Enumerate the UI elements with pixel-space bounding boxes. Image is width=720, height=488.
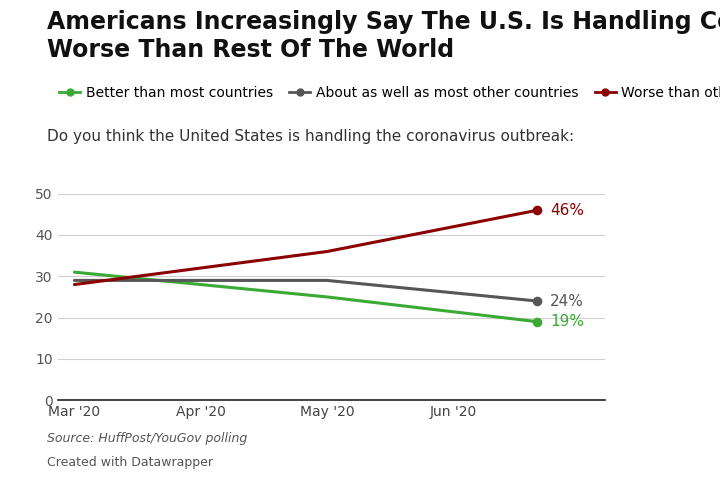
Point (531, 206, 543, 214)
Text: Americans Increasingly Say The U.S. Is Handling Coronavirus
Worse Than Rest Of T: Americans Increasingly Say The U.S. Is H… (47, 10, 720, 61)
Text: Source: HuffPost/YouGov polling: Source: HuffPost/YouGov polling (47, 432, 247, 445)
Text: 19%: 19% (550, 314, 584, 329)
Text: Created with Datawrapper: Created with Datawrapper (47, 456, 213, 469)
Point (531, 297, 543, 305)
Text: 24%: 24% (550, 294, 584, 308)
Legend: Better than most countries, About as well as most other countries, Worse than ot: Better than most countries, About as wel… (53, 81, 720, 106)
Text: Do you think the United States is handling the coronavirus outbreak:: Do you think the United States is handli… (47, 129, 574, 144)
Text: 46%: 46% (550, 203, 584, 218)
Point (531, 318, 543, 325)
